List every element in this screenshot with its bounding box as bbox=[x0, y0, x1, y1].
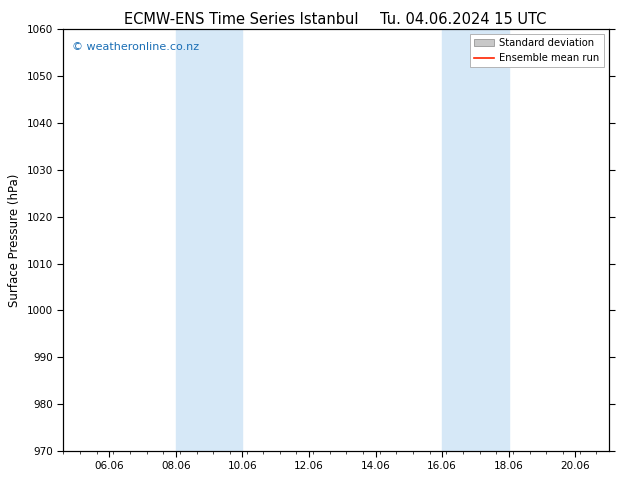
Bar bbox=[442, 29, 508, 451]
Text: © weatheronline.co.nz: © weatheronline.co.nz bbox=[72, 42, 198, 52]
Legend: Standard deviation, Ensemble mean run: Standard deviation, Ensemble mean run bbox=[470, 34, 604, 68]
Y-axis label: Surface Pressure (hPa): Surface Pressure (hPa) bbox=[8, 173, 21, 307]
Text: ECMW-ENS Time Series Istanbul: ECMW-ENS Time Series Istanbul bbox=[124, 12, 358, 27]
Bar bbox=[176, 29, 242, 451]
Text: Tu. 04.06.2024 15 UTC: Tu. 04.06.2024 15 UTC bbox=[380, 12, 546, 27]
